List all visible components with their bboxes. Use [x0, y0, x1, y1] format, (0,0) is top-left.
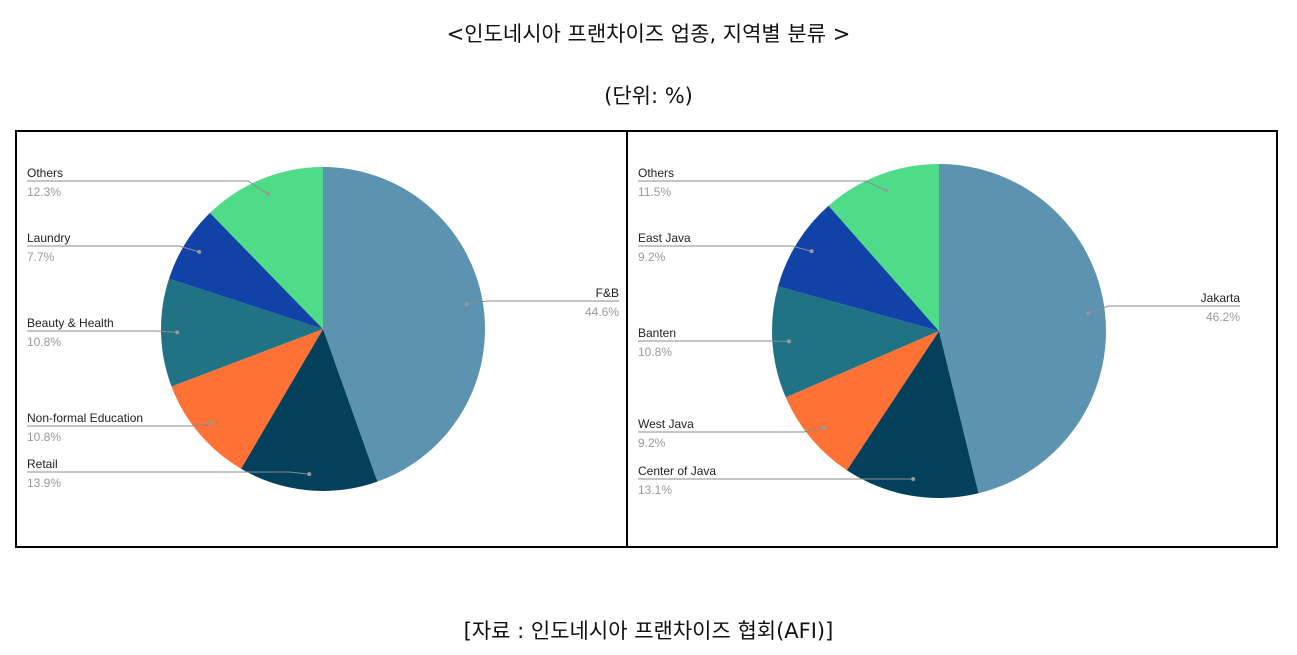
pie-slice-retail [241, 329, 378, 491]
slice-label-jakarta: Jakarta [1201, 291, 1241, 305]
page-title: <인도네시아 프랜차이즈 업종, 지역별 분류 > [446, 22, 851, 46]
slice-label-retail: Retail [27, 457, 58, 471]
slice-value-others: 12.3% [27, 185, 61, 199]
slice-value-banten: 10.8% [638, 345, 672, 359]
leader-dot-west-java [821, 425, 826, 430]
leader-dot-beauty-health [175, 330, 180, 335]
leader-line-others [638, 180, 887, 191]
slice-label-laundry: Laundry [27, 231, 70, 245]
leader-dot-east-java [809, 249, 814, 254]
leader-dot-others [266, 191, 271, 196]
leader-line-laundry [27, 245, 200, 253]
charts-divider [626, 130, 628, 548]
leader-dot-f-b [464, 302, 469, 307]
leader-dot-others [883, 188, 888, 193]
slice-label-banten: Banten [638, 326, 676, 340]
pie-slice-beauty-health [160, 278, 323, 387]
leader-dot-laundry [197, 249, 202, 254]
slice-label-others: Others [27, 166, 63, 180]
leader-line-f-b [466, 300, 619, 305]
slice-label-center-of-java: Center of Java [638, 464, 716, 478]
pie-slice-f-b [323, 167, 485, 482]
pie-slice-others [828, 164, 939, 331]
leader-line-beauty-health [27, 330, 178, 333]
slice-value-non-formal-education: 10.8% [27, 430, 61, 444]
industry-pie-chart: F&B 44.6% Retail 13.9% Non-formal Education 1… [27, 166, 619, 491]
leader-dot-banten [787, 339, 792, 344]
pie-slice-east-java [778, 205, 939, 331]
charts-frame [15, 130, 1278, 548]
unit-label: (단위: %) [604, 84, 693, 108]
pie-slice-west-java [785, 331, 939, 471]
pie-slice-banten [772, 286, 939, 398]
slice-value-f-b: 44.6% [585, 305, 619, 319]
leader-line-jakarta [1088, 305, 1240, 314]
leader-line-non-formal-education [27, 422, 212, 427]
slice-value-retail: 13.9% [27, 476, 61, 490]
region-pie-chart: Jakarta 46.2% Center of Java 13.1% West Java… [638, 164, 1241, 498]
pie-slice-center-of-java [846, 331, 979, 498]
leader-line-retail [27, 471, 310, 475]
slice-value-beauty-health: 10.8% [27, 335, 61, 349]
leader-dot-non-formal-education [209, 421, 214, 426]
slice-label-others: Others [638, 166, 674, 180]
leader-line-others [27, 180, 269, 195]
slice-label-beauty-health: Beauty & Health [27, 316, 114, 330]
slice-value-laundry: 7.7% [27, 250, 55, 264]
slice-value-center-of-java: 13.1% [638, 483, 672, 497]
leader-line-east-java [638, 245, 812, 252]
leader-dot-center-of-java [911, 477, 916, 482]
source-note: [자료 : 인도네시아 프랜차이즈 협회(AFI)] [463, 619, 834, 643]
slice-value-others: 11.5% [638, 185, 671, 199]
slice-label-east-java: East Java [638, 231, 691, 245]
slice-label-west-java: West Java [638, 417, 694, 431]
leader-dot-jakarta [1086, 311, 1091, 316]
slice-label-f-b: F&B [596, 286, 619, 300]
slice-value-jakarta: 46.2% [1206, 310, 1240, 324]
slice-value-east-java: 9.2% [638, 250, 666, 264]
leader-line-west-java [638, 427, 824, 433]
slice-label-non-formal-education: Non-formal Education [27, 411, 143, 425]
pie-slice-others [209, 167, 323, 329]
pie-slice-laundry [168, 212, 323, 329]
slice-value-west-java: 9.2% [638, 436, 666, 450]
pie-slice-non-formal-education [171, 329, 323, 469]
leader-dot-retail [307, 472, 312, 477]
pie-slice-jakarta [939, 164, 1106, 494]
